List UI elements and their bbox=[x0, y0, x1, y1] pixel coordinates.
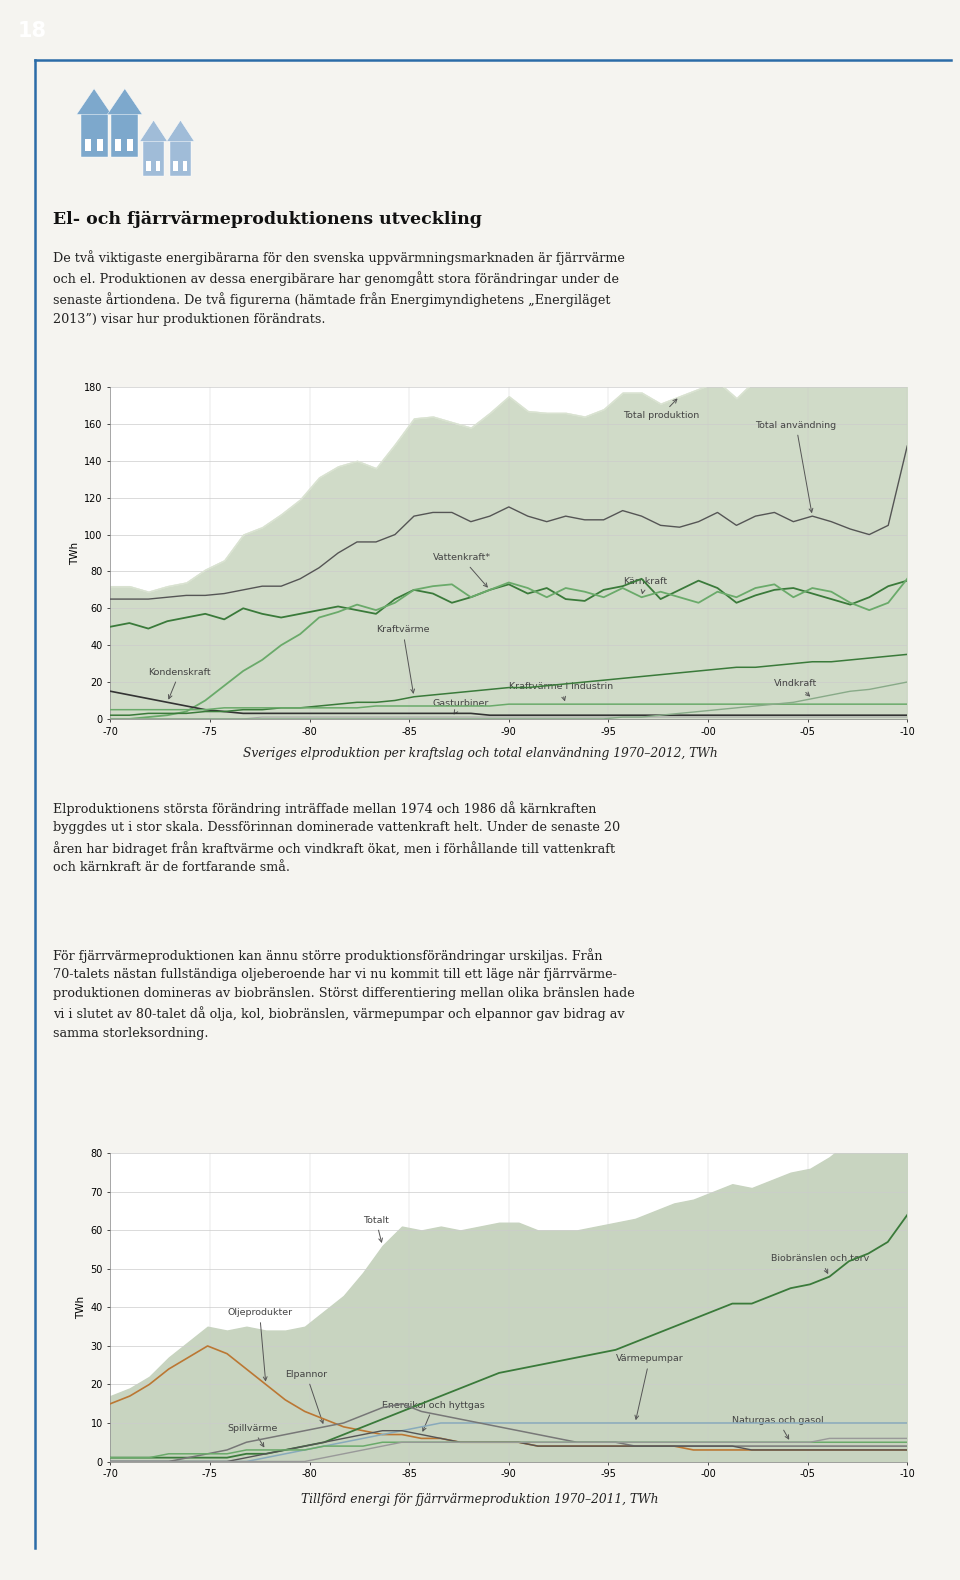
Polygon shape bbox=[140, 120, 167, 141]
Bar bbox=[156, 161, 160, 171]
Text: Energikol och hyttgas: Energikol och hyttgas bbox=[382, 1400, 485, 1431]
Bar bbox=[170, 141, 191, 175]
Bar bbox=[115, 139, 121, 152]
Text: Sveriges elproduktion per kraftslag och total elanvändning 1970–2012, TWh: Sveriges elproduktion per kraftslag och … bbox=[243, 747, 717, 760]
Bar bbox=[173, 161, 178, 171]
Text: Elpannor: Elpannor bbox=[285, 1370, 327, 1424]
Bar bbox=[84, 139, 90, 152]
Text: Total användning: Total användning bbox=[756, 420, 836, 512]
Text: För fjärrvärmeproduktionen kan ännu större produktionsförändringar urskiljas. Fr: För fjärrvärmeproduktionen kan ännu stör… bbox=[53, 948, 635, 1040]
Polygon shape bbox=[108, 88, 142, 114]
Text: 18: 18 bbox=[17, 21, 46, 41]
Text: Kärnkraft: Kärnkraft bbox=[623, 577, 667, 594]
Y-axis label: TWh: TWh bbox=[70, 542, 80, 564]
Bar bbox=[182, 161, 187, 171]
Text: Totalt: Totalt bbox=[363, 1215, 389, 1242]
Text: Kraftvärme i industrin: Kraftvärme i industrin bbox=[509, 683, 612, 700]
Text: Kraftvärme: Kraftvärme bbox=[376, 626, 429, 694]
Bar bbox=[128, 139, 133, 152]
Bar bbox=[111, 114, 138, 158]
Text: Total produktion: Total produktion bbox=[623, 400, 699, 420]
Text: Kondenskraft: Kondenskraft bbox=[149, 668, 211, 698]
Bar bbox=[143, 141, 164, 175]
Polygon shape bbox=[167, 120, 194, 141]
Y-axis label: TWh: TWh bbox=[76, 1296, 86, 1319]
Text: Värmepumpar: Värmepumpar bbox=[615, 1354, 684, 1419]
Text: Tillförd energi för fjärrvärmeproduktion 1970–2011, TWh: Tillförd energi för fjärrvärmeproduktion… bbox=[301, 1493, 659, 1506]
Bar bbox=[146, 161, 151, 171]
Text: El- och fjärrvärmeproduktionens utveckling: El- och fjärrvärmeproduktionens utveckli… bbox=[53, 212, 482, 228]
Text: De två viktigaste energibärarna för den svenska uppvärmningsmarknaden är fjärrvä: De två viktigaste energibärarna för den … bbox=[53, 250, 625, 325]
Text: Vindkraft: Vindkraft bbox=[775, 679, 818, 695]
Text: Elproduktionens största förändring inträffade mellan 1974 och 1986 då kärnkrafte: Elproduktionens största förändring inträ… bbox=[53, 801, 620, 874]
Text: Vattenkraft*: Vattenkraft* bbox=[433, 553, 491, 586]
Text: Gasturbiner: Gasturbiner bbox=[433, 698, 490, 714]
Bar bbox=[81, 114, 108, 158]
Text: Spillvärme: Spillvärme bbox=[227, 1424, 277, 1447]
Text: Oljeprodukter: Oljeprodukter bbox=[227, 1308, 292, 1381]
Text: Naturgas och gasol: Naturgas och gasol bbox=[732, 1416, 824, 1439]
Bar bbox=[97, 139, 103, 152]
Polygon shape bbox=[77, 88, 111, 114]
Text: Biobränslen och torv: Biobränslen och torv bbox=[771, 1255, 870, 1273]
